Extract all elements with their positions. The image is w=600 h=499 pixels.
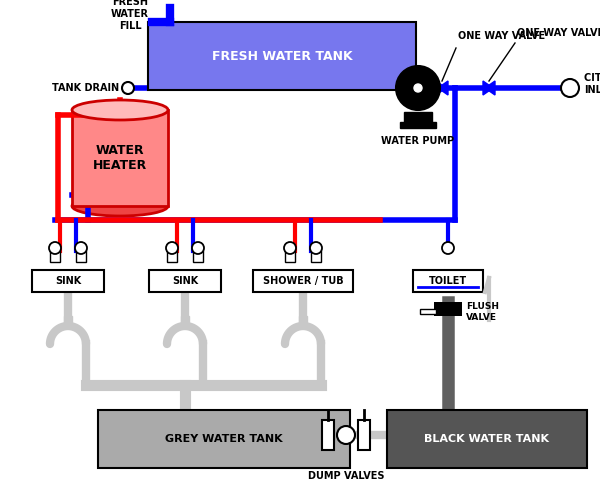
Polygon shape bbox=[483, 81, 493, 95]
Circle shape bbox=[442, 242, 454, 254]
Circle shape bbox=[75, 242, 87, 254]
Bar bbox=[193, 250, 203, 262]
Bar bbox=[148, 22, 416, 90]
Text: TOILET: TOILET bbox=[429, 276, 467, 286]
Text: WATER
HEATER: WATER HEATER bbox=[93, 144, 147, 172]
Text: CITY WATER
INLET: CITY WATER INLET bbox=[584, 73, 600, 95]
Bar bbox=[387, 410, 587, 468]
Bar bbox=[64, 316, 72, 326]
Circle shape bbox=[122, 82, 134, 94]
Circle shape bbox=[414, 84, 422, 92]
Ellipse shape bbox=[72, 100, 168, 120]
Text: FLUSH
VALVE: FLUSH VALVE bbox=[466, 302, 499, 322]
Circle shape bbox=[166, 242, 178, 254]
Text: FRESH WATER TANK: FRESH WATER TANK bbox=[212, 49, 352, 62]
Text: SINK: SINK bbox=[55, 276, 81, 286]
Bar bbox=[322, 420, 334, 450]
Bar bbox=[72, 110, 168, 206]
Circle shape bbox=[284, 242, 296, 254]
Text: BLACK WATER TANK: BLACK WATER TANK bbox=[425, 434, 550, 444]
Text: FRESH
WATER
FILL: FRESH WATER FILL bbox=[111, 0, 149, 30]
Bar bbox=[400, 122, 436, 128]
Circle shape bbox=[337, 426, 355, 444]
Circle shape bbox=[192, 242, 204, 254]
Circle shape bbox=[310, 242, 322, 254]
Bar bbox=[404, 112, 432, 122]
Circle shape bbox=[396, 66, 440, 110]
Bar bbox=[420, 309, 436, 314]
Circle shape bbox=[561, 79, 579, 97]
Bar bbox=[98, 410, 350, 468]
Bar bbox=[181, 316, 189, 326]
Polygon shape bbox=[438, 81, 448, 95]
Bar bbox=[285, 250, 295, 262]
Text: WATER PUMP: WATER PUMP bbox=[382, 136, 455, 146]
Bar bbox=[50, 250, 60, 262]
Polygon shape bbox=[485, 81, 495, 95]
Bar bbox=[358, 420, 370, 450]
Text: SINK: SINK bbox=[172, 276, 198, 286]
Bar bbox=[76, 250, 86, 262]
Text: GREY WATER TANK: GREY WATER TANK bbox=[165, 434, 283, 444]
Bar bbox=[311, 250, 321, 262]
Bar bbox=[149, 270, 221, 292]
Circle shape bbox=[49, 242, 61, 254]
Polygon shape bbox=[436, 81, 446, 95]
Bar bbox=[299, 316, 307, 326]
Bar bbox=[413, 270, 483, 292]
Text: ONE WAY VALVE: ONE WAY VALVE bbox=[517, 28, 600, 38]
Bar bbox=[253, 270, 353, 292]
Text: SHOWER / TUB: SHOWER / TUB bbox=[263, 276, 343, 286]
Text: ONE WAY VALVE: ONE WAY VALVE bbox=[458, 31, 545, 41]
Ellipse shape bbox=[72, 196, 168, 216]
Bar bbox=[434, 302, 462, 316]
Text: DUMP VALVES: DUMP VALVES bbox=[308, 471, 384, 481]
Bar bbox=[167, 250, 177, 262]
Bar bbox=[32, 270, 104, 292]
Text: TANK DRAIN: TANK DRAIN bbox=[52, 83, 119, 93]
